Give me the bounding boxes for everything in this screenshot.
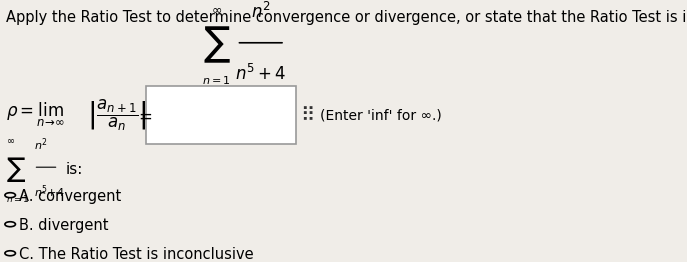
Text: $\sum$: $\sum$ xyxy=(203,25,231,65)
Text: $n^2$: $n^2$ xyxy=(34,136,48,153)
Text: Apply the Ratio Test to determine convergence or divergence, or state that the R: Apply the Ratio Test to determine conver… xyxy=(5,10,687,25)
Text: $=$: $=$ xyxy=(135,106,153,124)
Text: $\sum$: $\sum$ xyxy=(5,155,26,184)
Text: $\infty$: $\infty$ xyxy=(5,135,15,145)
Text: $\rho = \lim_{n \to \infty}$: $\rho = \lim_{n \to \infty}$ xyxy=(5,101,65,129)
Text: $n=1$: $n=1$ xyxy=(5,193,30,204)
Text: C. The Ratio Test is inconclusive: C. The Ratio Test is inconclusive xyxy=(19,247,254,262)
Text: $\infty$: $\infty$ xyxy=(211,3,223,16)
Text: $n=1$: $n=1$ xyxy=(203,74,231,86)
Text: (Enter 'inf' for ∞.): (Enter 'inf' for ∞.) xyxy=(320,108,442,122)
Text: A. convergent: A. convergent xyxy=(19,189,121,204)
Text: ⠿: ⠿ xyxy=(300,106,315,125)
Text: $n^2$: $n^2$ xyxy=(251,2,271,22)
Text: B. divergent: B. divergent xyxy=(19,218,109,233)
FancyBboxPatch shape xyxy=(146,86,296,144)
Text: $\left|\dfrac{a_{n+1}}{a_n}\right|$: $\left|\dfrac{a_{n+1}}{a_n}\right|$ xyxy=(87,98,146,133)
Text: $n^5{+}4$: $n^5{+}4$ xyxy=(34,184,65,200)
Text: $n^5 + 4$: $n^5 + 4$ xyxy=(235,64,286,84)
Text: is:: is: xyxy=(65,162,82,177)
